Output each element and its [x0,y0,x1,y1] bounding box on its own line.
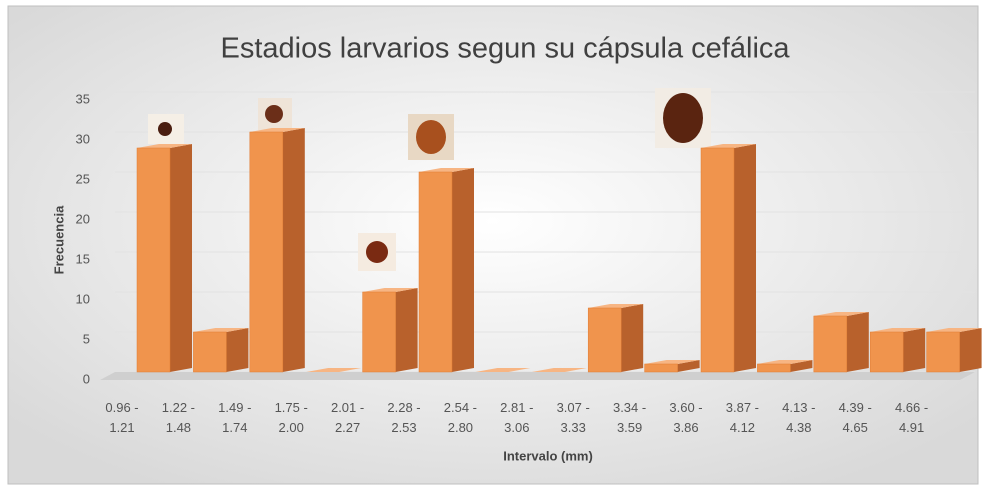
larva-images [148,88,711,271]
y-tick-label: 35 [76,91,90,106]
bar-side [452,168,474,372]
x-tick-label: 4.13 - 4.38 [782,400,816,435]
chart-title: Estadios larvarios segun su cápsula cefá… [220,33,790,65]
bar [644,363,678,373]
bar [587,307,622,373]
y-tick-label: 10 [76,291,90,306]
larva [158,122,172,136]
bar-top [249,128,305,132]
bar [926,331,960,373]
y-axis-label: Frecuencia [51,205,66,274]
bar-side [395,288,418,372]
bars [136,128,982,373]
bar-side [846,312,869,372]
x-tick-label: 3.87 - 4.12 [725,400,760,435]
bar-top [531,368,587,372]
bar-side [226,328,249,372]
bar [418,171,453,373]
bar [362,291,396,373]
x-tick-label: 3.07 - 3.33 [556,400,590,435]
x-tick-label: 2.54 - 2.80 [443,400,478,435]
x-tick-label: 2.28 - 2.53 [387,400,421,435]
bar-top [362,288,418,292]
bar [700,147,735,373]
x-tick-label: 4.39 - 4.65 [838,400,872,435]
x-tick-label: 1.75 - 2.00 [274,400,308,435]
x-tick-label: 1.49 - 1.74 [218,400,252,435]
bar [757,363,791,373]
bar-top [588,304,644,308]
x-tick-label: 3.34 - 3.59 [612,400,647,435]
bar [136,147,171,373]
bar-side [282,128,305,372]
x-tick-label: 1.22 - 1.48 [161,400,196,435]
y-tick-label: 25 [76,171,90,186]
x-tick-label: 0.96 - 1.21 [105,400,139,435]
bar-top [475,368,531,372]
bar-side [903,328,926,372]
larva [366,241,388,263]
x-tick-label: 3.60 - 3.86 [669,400,703,435]
x-tick-label: 2.81 - 3.06 [500,400,534,435]
bar-top [644,360,700,364]
bar-top [870,328,926,332]
bar-side [734,144,756,372]
y-tick-label: 15 [76,251,90,266]
y-tick-label: 20 [76,211,90,226]
larva [663,93,703,143]
bar-side [621,304,644,372]
bar-top [306,368,362,372]
y-tick-label: 30 [76,131,90,146]
x-axis-label: Intervalo (mm) [503,448,593,463]
larva [265,105,283,123]
x-tick-label: 2.01 - 2.27 [330,400,365,435]
bar-top [419,168,474,172]
bar [813,315,848,373]
y-tick-label: 0 [83,371,90,386]
floor [100,372,975,380]
bar-top [701,144,756,148]
bar [249,131,284,373]
bar-top [813,312,869,316]
larva [416,120,446,154]
x-tick-label: 4.66 - 4.91 [894,400,929,435]
bar-top [926,328,982,332]
y-tick-label: 5 [83,331,90,346]
bar-top [193,328,249,332]
bar-side [959,328,982,372]
bar-side [170,144,192,372]
bar [869,331,904,373]
bar-top [137,144,192,148]
bar-top [757,360,813,364]
bar [193,331,227,373]
